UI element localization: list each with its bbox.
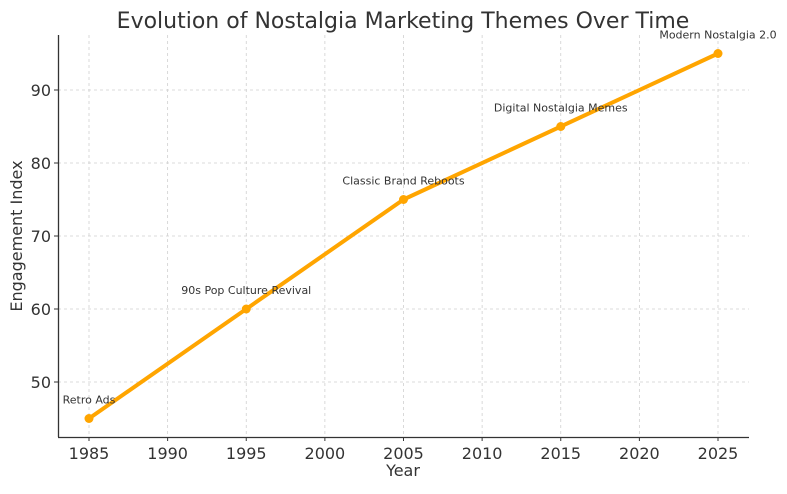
y-tick-label: 60	[31, 300, 51, 319]
y-axis-label: Engagement Index	[7, 160, 26, 311]
y-tick-label: 50	[31, 373, 51, 392]
y-tick-label: 90	[31, 81, 51, 100]
x-tick-label: 2015	[540, 444, 581, 463]
data-point-marker	[241, 304, 251, 314]
data-point-marker	[84, 414, 94, 423]
x-tick-label: 2000	[305, 444, 346, 463]
x-tick-label: 1990	[147, 444, 188, 463]
annotation-label: Classic Brand Reboots	[342, 175, 464, 188]
annotation-label: Modern Nostalgia 2.0	[659, 29, 776, 42]
grid-lines	[58, 35, 749, 437]
x-axis-label: Year	[385, 461, 420, 480]
x-tick-label: 1985	[69, 444, 110, 463]
annotation-label: Retro Ads	[63, 394, 116, 407]
data-point-marker	[556, 122, 566, 131]
x-tick-label: 2025	[698, 444, 739, 463]
chart-title: Evolution of Nostalgia Marketing Themes …	[117, 9, 690, 34]
x-tick-label: 2010	[462, 444, 503, 463]
annotation-label: 90s Pop Culture Revival	[181, 284, 311, 297]
x-tick-label: 2005	[383, 444, 424, 463]
y-tick-label: 80	[31, 154, 51, 173]
axis-ticks: 1985 1990 1995 2000 2005 2010 2015 2020 2025 50 60…	[31, 81, 739, 463]
annotation-label: Digital Nostalgia Memes	[494, 102, 628, 115]
data-point-marker	[713, 49, 723, 58]
data-series	[84, 49, 723, 423]
annotations: Retro Ads 90s Pop Culture Revival Classic …	[63, 29, 777, 407]
x-tick-label: 1995	[226, 444, 267, 463]
y-tick-label: 70	[31, 227, 51, 246]
x-tick-label: 2020	[619, 444, 660, 463]
data-point-marker	[399, 195, 408, 204]
